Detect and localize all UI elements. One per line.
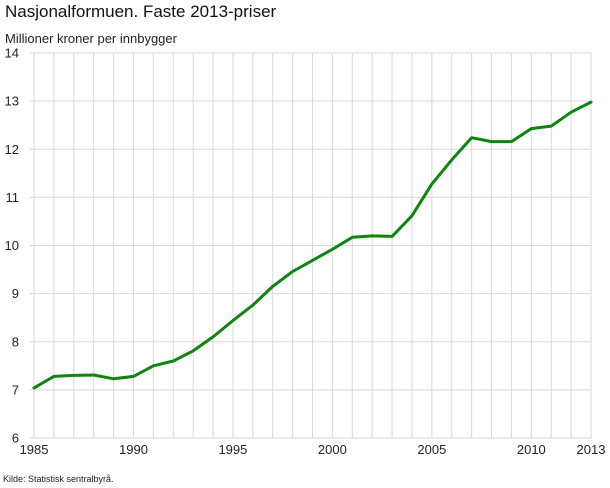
y-tick-label: 14 bbox=[5, 46, 19, 61]
y-tick-label: 13 bbox=[5, 94, 19, 109]
y-tick-label: 12 bbox=[5, 142, 19, 157]
x-tick-label: 1990 bbox=[119, 442, 148, 457]
series-line bbox=[32, 100, 593, 390]
y-tick-label: 7 bbox=[12, 382, 19, 397]
y-axis-label: Millioner kroner per innbygger bbox=[5, 31, 177, 46]
grid-lines bbox=[30, 52, 592, 439]
y-tick-label: 9 bbox=[12, 286, 19, 301]
x-tick-label: 1995 bbox=[218, 442, 247, 457]
x-tick-label: 2005 bbox=[417, 442, 446, 457]
x-tick-label: 2000 bbox=[318, 442, 347, 457]
y-tick-label: 6 bbox=[12, 431, 19, 446]
y-tick-label: 10 bbox=[5, 238, 19, 253]
source-note: Kilde: Statistisk sentralbyrå. bbox=[3, 474, 114, 484]
y-tick-label: 8 bbox=[12, 334, 19, 349]
x-tick-label: 1985 bbox=[20, 442, 49, 457]
x-tick-label: 2013 bbox=[577, 442, 606, 457]
chart-title: Nasjonalformuen. Faste 2013-priser bbox=[5, 2, 277, 21]
series-layer bbox=[32, 100, 593, 390]
tick-labels: 6 7 8 9 10 11 12 13 14 1985 1990 1995 2000 2005 2010 20… bbox=[5, 46, 606, 458]
x-tick-label: 2010 bbox=[517, 442, 546, 457]
y-tick-label: 11 bbox=[6, 190, 20, 205]
